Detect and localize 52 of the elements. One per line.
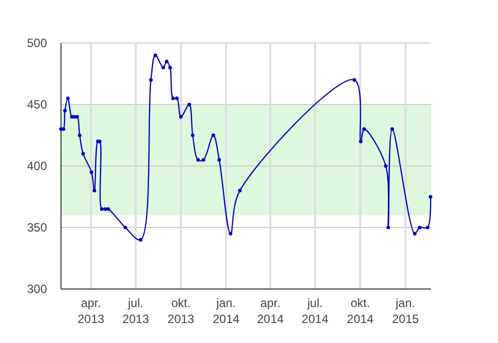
point [418,226,422,230]
point [164,60,168,64]
point [362,127,366,131]
y-tick-label: 400 [26,159,48,174]
x-tick-label: apr. 2014 [256,296,284,326]
x-tick-label: jan. 2014 [212,296,240,326]
point [103,207,108,211]
point [175,96,179,100]
point [100,207,104,211]
point [168,66,172,70]
point [217,158,222,162]
point [386,226,390,230]
point [390,127,394,131]
x-tick-label: okt. 2014 [346,296,374,326]
point [228,232,232,236]
point [190,133,194,138]
point [92,188,96,192]
y-tick-label: 500 [26,36,48,50]
point [90,170,94,174]
x-tick-label: apr. 2013 [78,296,105,326]
point [212,133,216,138]
point [238,188,242,192]
x-tick-label: okt. 2013 [168,296,195,326]
point [124,226,128,230]
point [196,158,200,162]
x-tick-label: jan. 2015 [392,296,420,326]
point [161,66,166,70]
point [187,102,192,106]
x-tick-label: jul. 2014 [302,296,329,326]
point [138,238,142,242]
point [63,108,67,112]
point [66,96,70,100]
point [358,140,363,144]
point [179,115,183,119]
point [426,226,430,230]
point [202,158,206,162]
point [62,127,66,131]
point [384,164,388,168]
point [149,78,153,82]
y-tick-label: 300 [26,282,48,296]
point [412,232,417,236]
point [81,152,85,156]
point [352,78,356,82]
point [154,54,158,58]
point [428,194,432,199]
x-tick-label: jul. 2013 [122,296,150,326]
point [78,133,82,138]
point [75,115,80,119]
point [171,96,175,100]
y-tick-label: 350 [26,220,48,235]
y-tick-label: 450 [26,98,48,112]
point [106,207,110,211]
